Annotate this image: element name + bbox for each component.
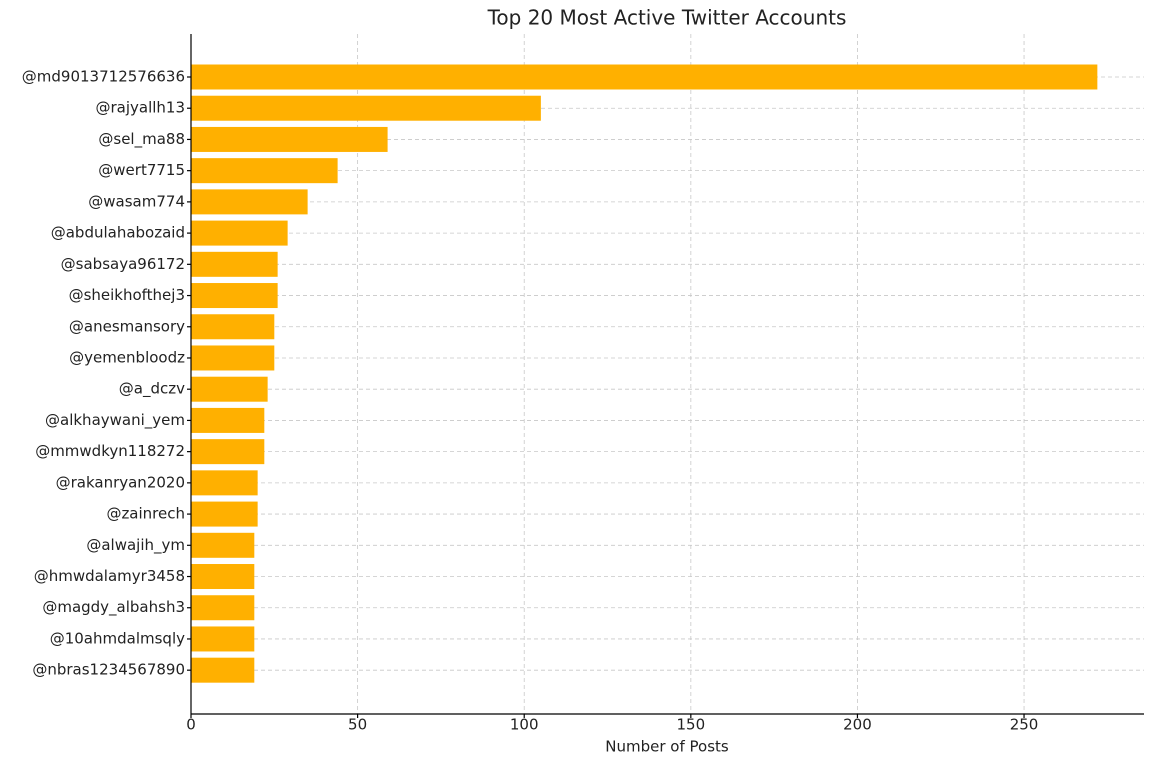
y-tick-label: @nbras1234567890 — [32, 661, 185, 679]
y-tick-label: @rajyallh13 — [95, 99, 185, 117]
y-tick-label: @abdulahabozaid — [51, 224, 185, 242]
x-tick-label: 0 — [186, 716, 196, 734]
bar — [191, 501, 258, 527]
bar — [191, 376, 268, 402]
bar — [191, 64, 1098, 90]
bar — [191, 407, 265, 433]
x-tick-label: 150 — [677, 716, 706, 734]
x-axis-label: Number of Posts — [605, 738, 729, 756]
bar — [191, 220, 288, 246]
bar — [191, 470, 258, 496]
y-tick-label: @alwajih_ym — [86, 536, 185, 555]
y-tick-label: @alkhaywani_yem — [45, 411, 185, 430]
y-tick-label: @sabsaya96172 — [61, 255, 185, 273]
y-tick-label: @wert7715 — [98, 161, 185, 179]
bar — [191, 532, 255, 558]
y-tick-label: @zainrech — [106, 505, 185, 523]
bar — [191, 626, 255, 652]
bar — [191, 595, 255, 621]
bar — [191, 564, 255, 590]
bar — [191, 95, 541, 121]
bar — [191, 283, 278, 309]
x-tick-label: 200 — [843, 716, 872, 734]
bar — [191, 126, 388, 152]
x-tick-label: 100 — [510, 716, 539, 734]
bar — [191, 251, 278, 277]
bar — [191, 439, 265, 465]
x-tick-label: 50 — [348, 716, 367, 734]
y-tick-label: @md9013712576636 — [22, 68, 185, 86]
chart-title: Top 20 Most Active Twitter Accounts — [487, 6, 847, 30]
bar — [191, 345, 275, 371]
y-tick-label: @yemenbloodz — [69, 348, 185, 366]
y-tick-label: @10ahmdalmsqly — [50, 629, 185, 647]
bar — [191, 158, 338, 184]
bar — [191, 657, 255, 683]
y-tick-label: @anesmansory — [69, 317, 185, 335]
y-tick-label: @a_dczv — [119, 380, 185, 399]
x-tick-label: 250 — [1010, 716, 1039, 734]
y-tick-label: @rakanryan2020 — [56, 473, 185, 491]
y-tick-label: @magdy_albahsh3 — [42, 598, 185, 617]
y-tick-label: @hmwdalamyr3458 — [34, 567, 185, 585]
y-tick-label: @sheikhofthej3 — [69, 286, 185, 304]
y-tick-label: @sel_ma88 — [98, 130, 185, 149]
y-tick-label: @wasam774 — [88, 192, 185, 210]
bar — [191, 314, 275, 340]
bar — [191, 189, 308, 215]
y-tick-label: @mmwdkyn118272 — [35, 442, 185, 460]
